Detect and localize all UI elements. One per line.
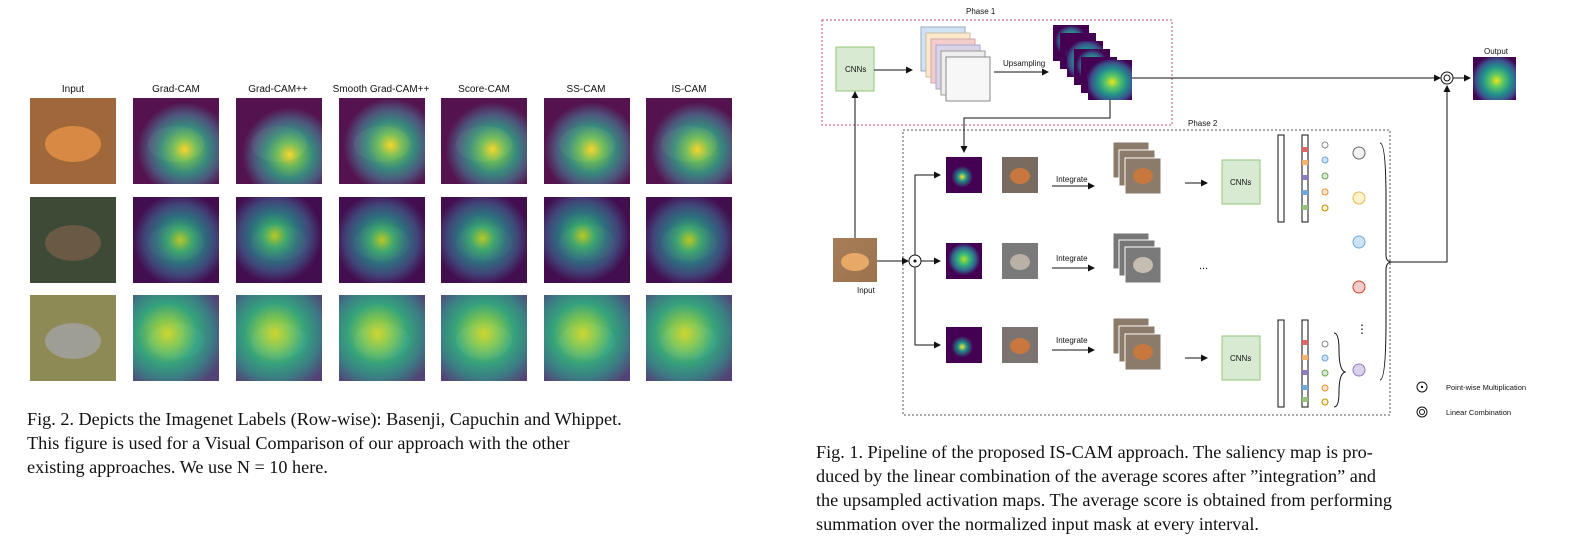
phase-2-label: Phase 2	[1188, 119, 1218, 128]
phase-2-row-1	[946, 141, 1261, 205]
column-header-smooth-grad-cam-pp: Smooth Grad-CAM++	[332, 84, 430, 95]
horizontal-ellipsis: ...	[1199, 260, 1209, 272]
figure-1-caption-line-2: duced by the linear combination of the a…	[816, 466, 1377, 486]
linear-combination-symbol	[1440, 71, 1454, 85]
saliency-thumbnail	[544, 197, 630, 283]
output-label: Output	[1484, 47, 1509, 56]
saliency-thumbnail	[441, 197, 527, 283]
output-saliency-map	[1473, 57, 1516, 100]
column-header-ss-cam: SS-CAM	[566, 84, 606, 95]
saliency-thumbnail	[646, 98, 732, 184]
cnns-label-row-3: CNNs	[1230, 354, 1252, 363]
phase-1-label: Phase 1	[966, 7, 996, 16]
saliency-thumbnail	[133, 98, 219, 184]
saliency-thumbnail	[441, 295, 527, 381]
figure-1-caption-line-1: Fig. 1. Pipeline of the proposed IS-CAM …	[816, 442, 1373, 462]
figure-1: Phase 1 Phase 2 CNNs Upsampling Output I…	[800, 0, 1569, 550]
input-thumbnail	[30, 295, 116, 381]
input-thumbnail	[30, 98, 116, 184]
phase-2-row-3	[946, 317, 1261, 381]
saliency-thumbnail	[441, 98, 527, 184]
saliency-thumbnail	[236, 98, 322, 184]
figure-1-caption-line-4: summation over the normalized input mask…	[816, 514, 1259, 534]
saliency-thumbnail	[339, 295, 425, 381]
column-header-grad-cam-pp: Grad-CAM++	[248, 84, 308, 95]
saliency-thumbnail	[236, 295, 322, 381]
input-thumbnail	[30, 197, 116, 283]
figure-1-caption-line-3: the upsampled activation maps. The avera…	[816, 490, 1392, 510]
phase-2-box	[902, 129, 1391, 416]
upsampling-label: Upsampling	[1003, 59, 1046, 68]
phase-1-box	[821, 19, 1173, 126]
column-header-grad-cam: Grad-CAM	[152, 84, 200, 95]
saliency-thumbnail	[544, 295, 630, 381]
saliency-thumbnail	[339, 98, 425, 184]
legend-pointwise-label: Point-wise Multiplication	[1446, 383, 1527, 392]
figure-2: Input Grad-CAM Grad-CAM++ Smooth Grad-CA…	[0, 0, 780, 550]
integrate-label-row-1: Integrate	[1056, 175, 1088, 184]
figure-2-caption-line-3: existing approaches. We use N = 10 here.	[27, 457, 328, 477]
vertical-ellipsis: ⋮	[1356, 322, 1368, 336]
column-header-is-cam: IS-CAM	[671, 84, 707, 95]
figure-2-caption-line-1: Fig. 2. Depicts the Imagenet Labels (Row…	[27, 409, 622, 429]
phase-2-row-2	[946, 232, 1162, 284]
cnns-label-phase-1: CNNs	[845, 65, 867, 74]
column-header-input: Input	[61, 84, 85, 95]
saliency-thumbnail	[133, 197, 219, 283]
legend-linear-label: Linear Combination	[1446, 408, 1512, 417]
legend-linear-icon	[1416, 406, 1428, 418]
average-score-1	[1352, 146, 1366, 160]
pipeline-diagram	[821, 19, 1516, 418]
cnn-block-phase-1	[835, 46, 875, 92]
saliency-thumbnail	[646, 295, 732, 381]
column-header-score-cam: Score-CAM	[458, 84, 510, 95]
saliency-thumbnail	[544, 98, 630, 184]
integrate-label-row-2: Integrate	[1056, 254, 1088, 263]
cnns-label-row-1: CNNs	[1230, 178, 1252, 187]
saliency-thumbnail	[236, 197, 322, 283]
saliency-thumbnail	[646, 197, 732, 283]
upsampled-maps	[1088, 60, 1132, 100]
integrate-label-row-3: Integrate	[1056, 336, 1088, 345]
input-label: Input	[857, 286, 875, 295]
figure-2-caption-line-2: This figure is used for a Visual Compari…	[27, 433, 570, 453]
saliency-thumbnail	[133, 295, 219, 381]
saliency-thumbnail	[339, 197, 425, 283]
